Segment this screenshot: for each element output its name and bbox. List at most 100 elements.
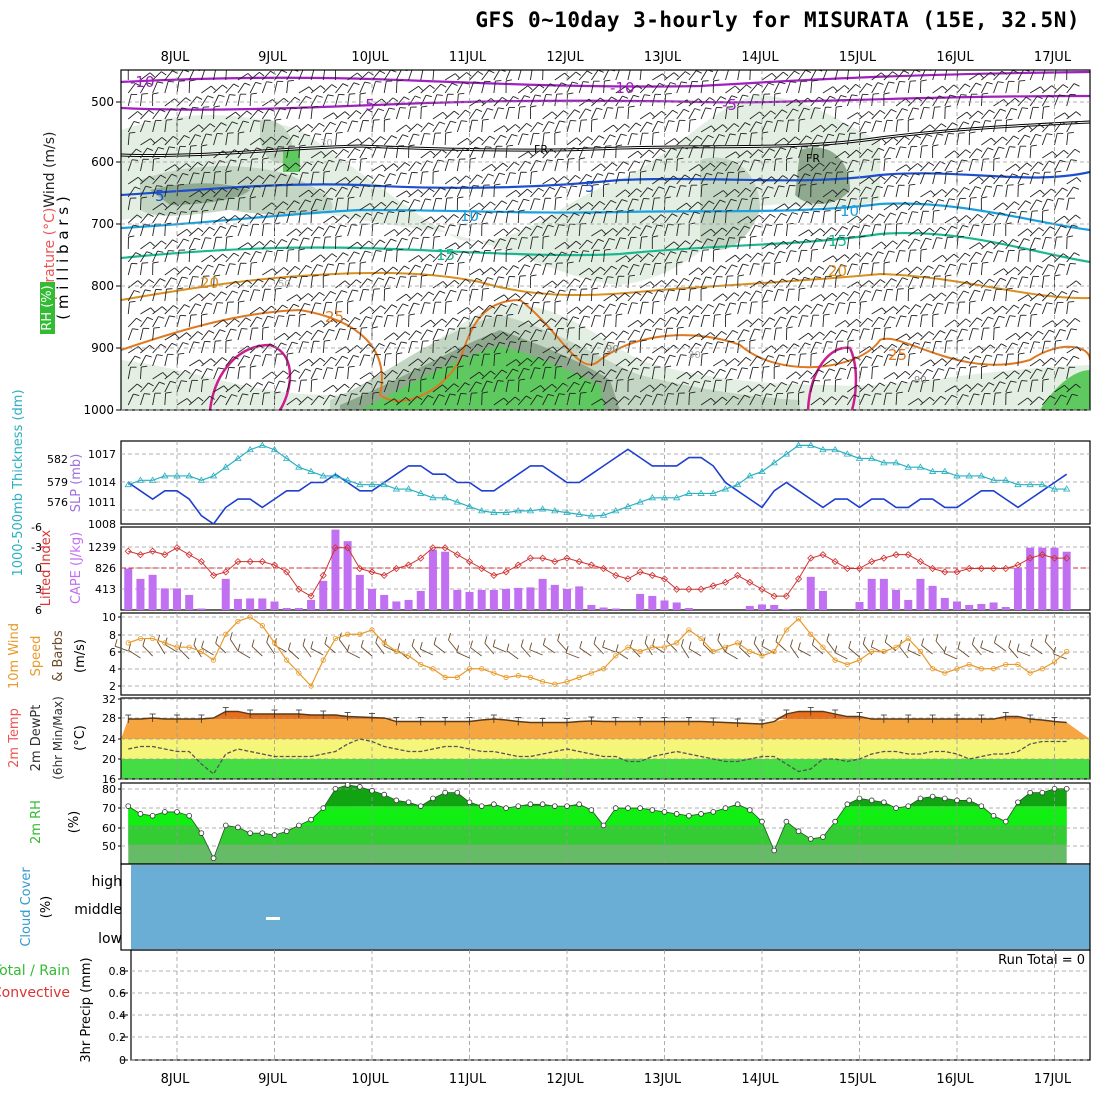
wind-speed-point xyxy=(856,657,863,663)
wind-barb xyxy=(469,343,478,354)
wind-barb-flag xyxy=(920,79,927,82)
wind-barb-flag xyxy=(854,121,860,125)
barb-shaft xyxy=(251,646,263,657)
thickness-point xyxy=(417,489,425,496)
wind-barb-flag xyxy=(705,107,712,110)
wind-barb xyxy=(688,333,700,341)
wind-barb-flag xyxy=(1039,189,1045,195)
wind-barb xyxy=(822,237,828,250)
temp-ylabel-2: 2m DewPt xyxy=(29,705,44,772)
wind-barb xyxy=(956,394,964,406)
wind-barb-flag xyxy=(586,174,593,178)
wind-barb xyxy=(993,268,1004,276)
wind-barb xyxy=(298,380,302,393)
wind-barb-flag xyxy=(820,124,826,130)
barb-shaft xyxy=(215,642,227,654)
wind-barb xyxy=(554,317,563,328)
wind-barb-flag xyxy=(268,381,275,385)
cape-bar xyxy=(855,601,864,610)
wind-barb-flag xyxy=(985,120,992,122)
wind-barb xyxy=(176,398,188,406)
wind-barb xyxy=(140,289,146,302)
wind-barb-flag xyxy=(827,237,834,240)
wind-barb xyxy=(493,125,505,133)
wind-barb xyxy=(164,354,168,367)
li-point xyxy=(551,558,559,566)
wind-barb-flag xyxy=(501,96,508,101)
li-point xyxy=(746,578,754,586)
wind-barb xyxy=(176,380,182,393)
wind-barb xyxy=(627,150,639,159)
wind-barb-flag xyxy=(965,149,971,154)
wind-barb xyxy=(822,107,826,120)
wind-barb xyxy=(310,160,319,172)
barb-shaft xyxy=(565,652,580,659)
precip-ticks: 0.80.60.40.20 xyxy=(109,965,128,1067)
wind-barb xyxy=(237,317,246,328)
wind-barb xyxy=(127,355,136,367)
wind-barb-flag xyxy=(339,328,346,331)
wind-barb-flag xyxy=(1036,368,1043,372)
wind-barb-flag xyxy=(891,174,898,179)
wind-barb-flag xyxy=(598,135,605,139)
wind-barb-flag xyxy=(795,202,801,207)
wind-barb-flag xyxy=(803,107,810,111)
wind-barb-flag xyxy=(709,162,716,168)
wind-barb-flag xyxy=(178,353,185,355)
wind-barb-flag xyxy=(1058,94,1065,97)
wind-barb-flag xyxy=(1006,287,1013,290)
wind-barb-flag xyxy=(1075,111,1082,116)
wind-barb xyxy=(920,303,928,315)
wind-barb-flag xyxy=(536,225,543,229)
wind-barb-flag xyxy=(510,237,517,240)
wind-barb xyxy=(481,333,492,341)
cape-bar xyxy=(916,578,925,610)
wind-barb-flag xyxy=(893,306,899,311)
wind-barb-flag xyxy=(549,186,556,190)
wind-barb xyxy=(274,173,282,185)
wind-barb xyxy=(968,328,974,341)
wind-barb xyxy=(176,238,184,250)
precip-ylabel-conv: Convective xyxy=(0,985,70,1001)
wind-barb xyxy=(152,71,162,81)
wind-barb-flag xyxy=(311,209,318,212)
wind-barb-flag xyxy=(811,79,818,82)
wind-speed-point xyxy=(771,648,777,655)
wind-barb xyxy=(993,327,995,341)
wind-barb xyxy=(249,382,258,393)
wind-barb xyxy=(773,82,780,94)
wind-barb xyxy=(395,172,402,185)
wind-barb xyxy=(566,212,575,224)
wind-barb xyxy=(883,174,893,185)
wind-barb-flag xyxy=(599,370,606,375)
wind-barb xyxy=(395,70,402,81)
wind-speed-point xyxy=(832,657,838,663)
rh2m-point xyxy=(539,801,546,808)
wind-barb xyxy=(871,382,880,393)
wind-barb-flag xyxy=(524,95,531,98)
wind-barb xyxy=(481,354,485,367)
wind-barb-flag xyxy=(567,261,574,264)
wind-barb xyxy=(396,124,407,133)
wind-barb xyxy=(444,279,455,289)
wind-barb-flag xyxy=(184,135,190,139)
wind-barb xyxy=(785,185,790,198)
wind-barb xyxy=(396,162,406,172)
wind-barb-flag xyxy=(879,382,886,387)
wind-barb-flag xyxy=(465,344,472,349)
wind-barb-flag xyxy=(344,280,350,286)
wind-barb xyxy=(773,203,785,211)
wind-barb-flag xyxy=(941,358,947,363)
wind-barb-flag xyxy=(1073,83,1080,87)
wind-barb xyxy=(981,382,990,393)
wind-barb xyxy=(871,289,877,302)
cape-bars xyxy=(124,529,1071,610)
wind-barb-flag xyxy=(972,328,979,330)
wind-barb-flag xyxy=(186,163,192,168)
wind-barb-flag xyxy=(525,329,531,334)
wind-barb xyxy=(310,254,321,263)
wind-barb-flag xyxy=(238,131,245,134)
wind-barb xyxy=(578,202,589,211)
li-point xyxy=(868,558,876,566)
wind-barb xyxy=(603,134,611,146)
